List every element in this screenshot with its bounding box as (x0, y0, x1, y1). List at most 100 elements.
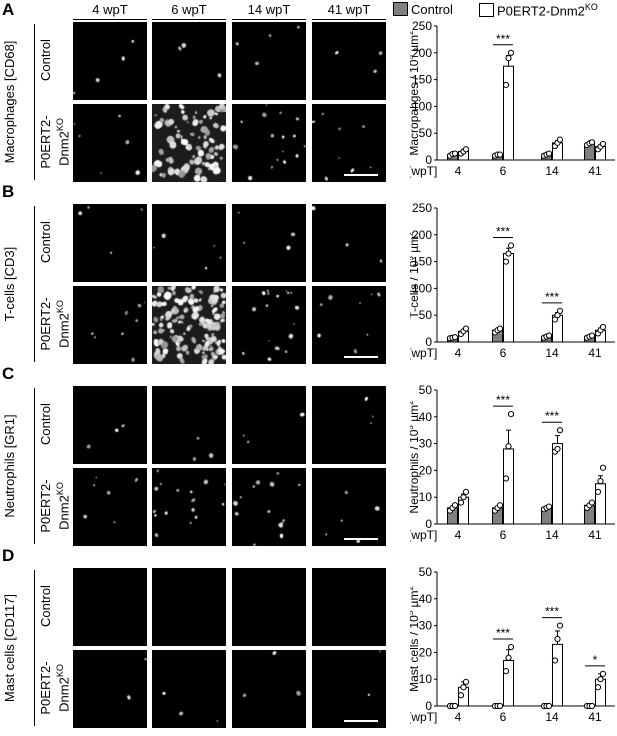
micrograph (312, 468, 386, 546)
stain-label: Mast cells [CD117] (2, 593, 17, 703)
micrograph-image (152, 286, 226, 364)
x-axis-prefix: [wpT] (410, 710, 437, 724)
bar-chart: Mast cells / 105 µm201020304050[wpT]4614… (410, 565, 615, 724)
micrograph-image (152, 204, 226, 282)
row-label-ko: P0ERT2- Dnm2KO (38, 286, 71, 362)
bar (552, 443, 563, 525)
y-axis-label-unit: µm (410, 236, 421, 256)
data-point (505, 443, 512, 450)
micrograph-image (312, 204, 386, 282)
x-tick-label: 4 (455, 528, 462, 542)
x-tick-label: 14 (545, 164, 559, 178)
row-label-ko-base: Dnm2 (56, 495, 72, 530)
significance-label: *** (545, 290, 559, 304)
x-tick-label: 14 (545, 710, 559, 724)
bar-chart: Macropahges / 105 µm2 0 50 100 150 200 250 [wpT… (410, 19, 615, 178)
bar (503, 65, 514, 161)
data-point (554, 635, 561, 643)
micrograph-image (152, 104, 226, 182)
row-label-ko: P0ERT2- Dnm2KO (38, 650, 71, 726)
micrograph-image (312, 568, 386, 646)
y-axis-label-unit-sup: 2 (410, 586, 415, 591)
legend-label-ko: P0ERT2-Dnm2 (497, 3, 585, 19)
data-point (462, 325, 470, 332)
micrograph (152, 204, 226, 282)
x-axis-prefix: [wpT] (410, 346, 437, 360)
data-point (451, 150, 459, 157)
micrograph-image (312, 468, 386, 546)
row-label-ko-base: Dnm2 (56, 131, 72, 166)
micrograph (232, 286, 306, 364)
data-point (588, 702, 596, 710)
row-label-ko-base: Dnm2 (56, 313, 72, 348)
data-point (599, 323, 607, 331)
legend-label-control: Control (411, 2, 453, 17)
significance-label: * (593, 653, 598, 667)
micrograph (232, 22, 306, 100)
column-rule (73, 19, 147, 20)
data-point (551, 657, 559, 664)
row-label-ko: P0ERT2- Dnm2KO (38, 104, 71, 180)
significance-label: *** (496, 225, 510, 239)
micrograph-image (73, 104, 147, 182)
bracket-line (34, 570, 35, 726)
row-label-ko-line2: Dnm2KO (53, 104, 71, 180)
data-point (507, 242, 515, 249)
y-axis-label-sup: 5 (410, 256, 415, 261)
data-point (545, 702, 553, 710)
micrograph-image (73, 204, 147, 282)
data-point (457, 499, 465, 506)
significance-label: *** (496, 32, 510, 46)
micrograph (73, 568, 147, 646)
y-axis-label-unit-sup: 2 (410, 231, 415, 236)
y-tick-label: 40 (419, 592, 433, 606)
micrograph-image (152, 22, 226, 100)
x-tick-label: 6 (500, 710, 507, 724)
stain-label: T-cells [CD3] (2, 246, 17, 322)
micrograph (152, 468, 226, 546)
y-tick-label: 30 (419, 619, 433, 633)
micrograph-image (312, 386, 386, 464)
micrograph (73, 204, 147, 282)
micrograph-image (312, 286, 386, 364)
row-label-ko-line1: P0ERT2- (38, 115, 53, 169)
micrograph-image (232, 650, 306, 728)
y-axis-label-unit-sup: 2 (410, 400, 415, 405)
data-point (505, 250, 512, 257)
bar (595, 678, 606, 707)
data-point (457, 692, 465, 699)
row-label-ko-sup: KO (55, 300, 65, 314)
bar (503, 253, 514, 343)
column-rule (312, 19, 386, 20)
x-tick-label: 41 (588, 346, 602, 360)
y-tick-label: 100 (412, 281, 432, 295)
y-axis-label: T-cells / 105 µm2 (410, 231, 421, 319)
micrograph-image (312, 104, 386, 182)
data-point (556, 307, 564, 315)
x-tick-label: 14 (545, 528, 559, 542)
micrograph-image (232, 568, 306, 646)
bar (552, 643, 563, 707)
micrograph-image (232, 286, 306, 364)
micrograph (73, 386, 147, 464)
micrograph-image (152, 468, 226, 546)
y-tick-label: 200 (412, 228, 432, 242)
data-point (597, 676, 604, 683)
legend-label-ko-sup: KO (584, 2, 598, 12)
row-label-ko-sup: KO (55, 118, 65, 132)
x-tick-label: 41 (588, 528, 602, 542)
y-tick-label: 10 (419, 672, 433, 686)
data-point (588, 139, 596, 146)
panel-letter: C (2, 364, 15, 383)
x-tick-label: 41 (588, 164, 602, 178)
bracket-line (34, 388, 35, 544)
legend-swatch-control (393, 2, 408, 16)
data-point (462, 488, 470, 495)
panel-letter: A (2, 0, 15, 19)
column-header-6wpt: 6 wpT (171, 2, 207, 17)
column-header-41wpt: 41 wpT (327, 2, 371, 17)
data-point (588, 499, 596, 506)
bar-chart: T-cells / 105 µm2 0 50 100 150 200 250 [wpT] 4 6 1… (410, 201, 615, 360)
data-point (496, 325, 504, 332)
scale-bar (344, 356, 378, 358)
